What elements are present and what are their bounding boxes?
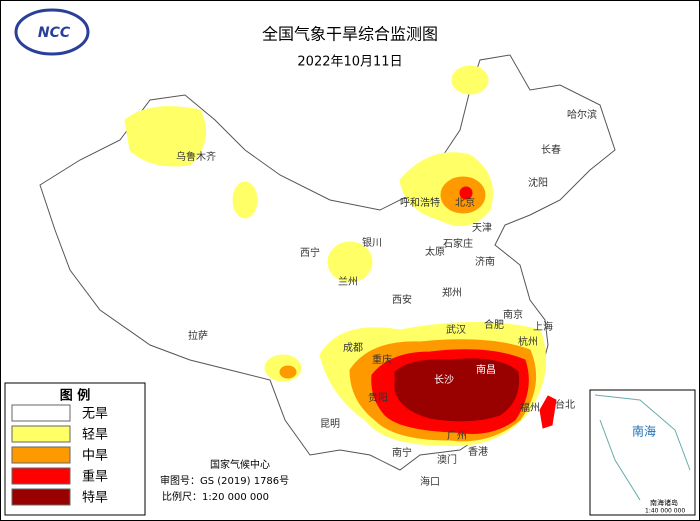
city-label: 天津 xyxy=(472,222,492,234)
drought-area xyxy=(124,106,207,167)
drought-area xyxy=(279,365,297,379)
city-label: 郑州 xyxy=(442,286,462,299)
city-label: 乌鲁木齐 xyxy=(176,150,216,163)
logo: NCC xyxy=(14,8,90,56)
city-label: 哈尔滨 xyxy=(567,108,597,121)
logo-text: NCC xyxy=(38,25,71,41)
city-label: 杭州 xyxy=(518,335,538,348)
city-label: 兰州 xyxy=(338,275,358,288)
city-label: 上海 xyxy=(533,320,553,333)
drought-areas xyxy=(124,65,557,447)
drought-area xyxy=(539,395,557,429)
legend-label: 中旱 xyxy=(82,449,108,464)
city-label: 昆明 xyxy=(320,418,340,430)
inset-scale: 1:40 000 000 xyxy=(645,508,685,515)
city-label: 石家庄 xyxy=(443,237,473,250)
city-label: 福州 xyxy=(520,401,540,414)
city-label: 太原 xyxy=(425,245,445,258)
drought-area xyxy=(459,186,473,200)
footer-scale: 比例尺：1:20 000 000 xyxy=(162,490,269,503)
city-label: 合肥 xyxy=(484,318,504,331)
city-label: 南京 xyxy=(503,308,523,321)
legend-swatch xyxy=(11,425,71,443)
drought-area xyxy=(232,181,258,219)
city-label: 澳门 xyxy=(437,453,457,466)
city-label: 贵阳 xyxy=(368,391,388,404)
title: 全国气象干旱综合监测图 xyxy=(262,25,438,44)
inset-box xyxy=(589,389,696,516)
city-label: 北京 xyxy=(455,196,475,209)
city-label: 西宁 xyxy=(300,246,320,259)
city-label: 南宁 xyxy=(392,446,412,459)
legend-swatch xyxy=(11,446,71,464)
footer-approval: 审图号：GS (2019) 1786号 xyxy=(160,474,289,487)
city-label: 台北 xyxy=(555,398,575,411)
legend-label: 轻旱 xyxy=(82,428,108,443)
city-label: 拉萨 xyxy=(188,329,208,342)
date: 2022年10月11日 xyxy=(297,55,402,70)
city-label: 重庆 xyxy=(372,353,392,366)
city-label: 长春 xyxy=(541,144,561,156)
city-label: 西安 xyxy=(392,293,412,306)
drought-area xyxy=(394,358,520,422)
city-label: 广州 xyxy=(447,430,467,442)
city-label: 海口 xyxy=(420,475,440,488)
legend-swatch xyxy=(11,488,71,506)
city-label: 南昌 xyxy=(476,363,496,376)
city-label: 香港 xyxy=(468,446,488,458)
city-label: 济南 xyxy=(475,255,495,268)
inset-islands: 南海诸岛 xyxy=(650,498,678,507)
city-label: 长沙 xyxy=(434,374,454,386)
city-label: 呼和浩特 xyxy=(400,197,440,209)
city-label: 武汉 xyxy=(446,323,466,336)
footer-agency: 国家气候中心 xyxy=(210,458,270,471)
city-label: 成都 xyxy=(343,342,363,354)
legend-swatch xyxy=(11,467,71,485)
legend-label: 特旱 xyxy=(82,491,108,506)
inset-coast xyxy=(594,394,691,501)
city-labels: 哈尔滨 长春 沈阳 呼和浩特 北京 天津 石家庄 太原 济南 郑州 西安 兰州 … xyxy=(176,108,597,488)
drought-area xyxy=(327,241,373,283)
legend-title: 图 例 xyxy=(60,388,91,404)
inset: 南海 南海诸岛 1:40 000 000 xyxy=(589,389,696,516)
city-label: 沈阳 xyxy=(528,176,548,189)
inset-sea: 南海 xyxy=(632,424,656,439)
city-label: 银川 xyxy=(362,236,382,249)
legend-label: 重旱 xyxy=(82,469,108,485)
legend-swatch xyxy=(11,404,71,422)
legend-label: 无旱 xyxy=(82,407,108,422)
drought-area xyxy=(451,65,489,95)
